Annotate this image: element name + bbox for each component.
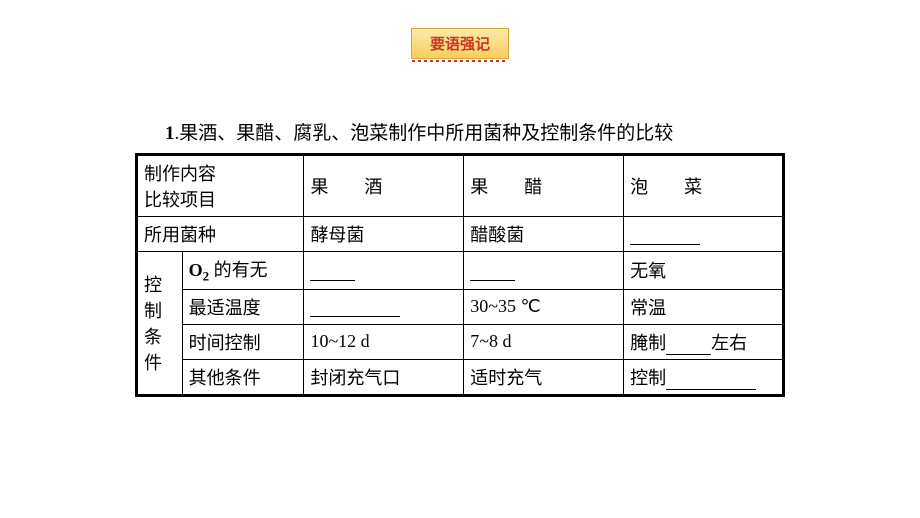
header-cell: 果 醋 [464,155,624,217]
cell-text: 制作内容 [144,164,216,184]
table-row: 其他条件 封闭充气口 适时充气 控制 [137,359,784,395]
cell: 常温 [624,289,784,324]
row-label: 最适温度 [182,289,304,324]
table-row: 所用菌种 酵母菌 醋酸菌 [137,217,784,252]
blank-cell [304,252,464,290]
row-label: 时间控制 [182,324,304,359]
cell-text: 比较项目 [144,190,216,210]
cell: 控制 [624,359,784,395]
section-title: 1.果酒、果醋、腐乳、泡菜制作中所用菌种及控制条件的比较 [135,118,785,145]
content-area: 1.果酒、果醋、腐乳、泡菜制作中所用菌种及控制条件的比较 制作内容 比较项目 果… [135,118,785,397]
comparison-table: 制作内容 比较项目 果 酒 果 醋 泡 菜 所用菌种 酵母菌 醋酸菌 控制条件 … [135,153,785,397]
cell: 封闭充气口 [304,359,464,395]
row-label: 所用菌种 [137,217,304,252]
row-label: 其他条件 [182,359,304,395]
section-badge: 要语强记 [411,28,509,59]
blank-cell [464,252,624,290]
cell-text: 控制 [630,368,666,388]
cell: 醋酸菌 [464,217,624,252]
cell-text: 左右 [711,333,747,353]
cell: 无氧 [624,252,784,290]
title-text: .果酒、果醋、腐乳、泡菜制作中所用菌种及控制条件的比较 [175,123,674,144]
blank-cell [304,289,464,324]
cell-text: 腌制 [630,333,666,353]
group-label: 控制条件 [137,252,183,396]
cell-text: 的有无 [209,260,268,280]
header-cell: 制作内容 比较项目 [137,155,304,217]
blank-cell [624,217,784,252]
table-row: 时间控制 10~12 d 7~8 d 腌制 左右 [137,324,784,359]
cell: 30~35 ℃ [464,289,624,324]
table-row: 制作内容 比较项目 果 酒 果 醋 泡 菜 [137,155,784,217]
cell: 腌制 左右 [624,324,784,359]
cell: 酵母菌 [304,217,464,252]
table-row: 最适温度 30~35 ℃ 常温 [137,289,784,324]
cell-text: O [189,260,203,280]
cell: 7~8 d [464,324,624,359]
header-cell: 泡 菜 [624,155,784,217]
row-label: O2 的有无 [182,252,304,290]
cell: 适时充气 [464,359,624,395]
header-cell: 果 酒 [304,155,464,217]
cell: 10~12 d [304,324,464,359]
title-number: 1 [165,123,175,144]
table-row: 控制条件 O2 的有无 无氧 [137,252,784,290]
